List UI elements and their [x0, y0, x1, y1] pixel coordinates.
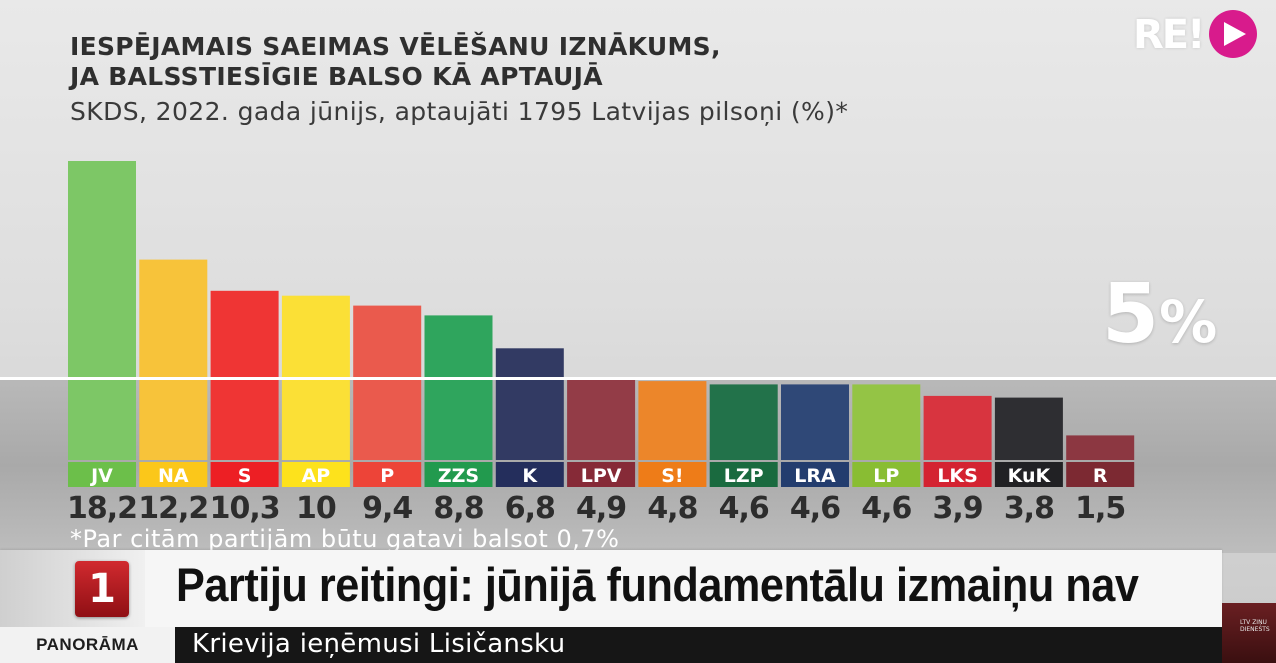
bar-jv [68, 161, 136, 460]
threshold-label: 5% [1102, 270, 1217, 367]
bar-s [210, 290, 279, 460]
chart-title: Iespējamais Saeimas vēlēšanu iznākums, j… [70, 32, 721, 92]
bar-na [139, 259, 208, 460]
value-label: 8,8 [433, 491, 483, 526]
category-label: R [1093, 465, 1108, 487]
channel-logo-re: RE! [1133, 10, 1258, 58]
logo-text: RE! [1133, 12, 1205, 58]
value-label: 4,6 [861, 491, 911, 526]
bar-p [353, 305, 422, 460]
category-label: LP [873, 465, 899, 487]
bar-kuk [994, 397, 1063, 460]
ltv-news-corner-logo: LTV ZIŅU DIENESTS [1222, 603, 1276, 663]
category-strip [709, 462, 778, 487]
threshold-line [0, 377, 1276, 380]
ticker-subline-bar [0, 627, 1222, 663]
value-label: 18,2 [67, 491, 137, 526]
category-strip [923, 462, 992, 487]
category-strip [994, 462, 1063, 487]
category-strip [638, 462, 707, 487]
chart-title-line-2: ja balsstiesīgie balso kā aptaujā [70, 62, 603, 91]
threshold-unit: % [1159, 288, 1218, 356]
ltv1-logo-text: 1 [88, 566, 116, 612]
ltv1-logo: 1 [75, 561, 129, 617]
value-label: 6,8 [505, 491, 555, 526]
value-label: 12,2 [138, 491, 208, 526]
value-label: 4,9 [576, 491, 626, 526]
category-strip [424, 462, 493, 487]
category-label: NA [158, 465, 189, 487]
category-label: LKS [937, 465, 978, 487]
threshold-number: 5 [1102, 267, 1160, 362]
category-strip [353, 462, 422, 487]
ticker-headline-bar [0, 550, 1222, 627]
ticker-subline: Krievija ieņēmusi Lisičansku [192, 629, 566, 659]
value-label: 3,9 [933, 491, 983, 526]
program-name: PANORĀMA [36, 635, 139, 654]
category-label: JV [89, 465, 113, 487]
category-strip [281, 462, 350, 487]
value-label: 9,4 [362, 491, 412, 526]
category-label: LPV [581, 465, 622, 487]
chart-title-line-1: Iespējamais Saeimas vēlēšanu iznākums, [70, 32, 721, 61]
category-strip [781, 462, 849, 487]
bar-r [1066, 435, 1135, 460]
ticker-headline: Partiju reitingi: jūnijā fundamentālu iz… [176, 558, 1139, 611]
category-label: ZZS [438, 465, 479, 487]
category-label: LZP [724, 465, 764, 487]
value-label: 4,8 [647, 491, 697, 526]
category-label: K [522, 465, 538, 487]
value-label: 4,6 [719, 491, 769, 526]
category-label: S [238, 465, 252, 487]
value-label: 4,6 [790, 491, 840, 526]
bar-lpv [567, 379, 636, 460]
category-label: P [380, 465, 394, 487]
category-label: S! [661, 465, 683, 487]
category-label: KuK [1008, 465, 1052, 487]
category-strip [210, 462, 279, 487]
corner-logo-text: LTV ZIŅU DIENESTS [1240, 619, 1270, 633]
category-strip [1066, 462, 1135, 487]
category-strip [852, 462, 921, 487]
category-strip [139, 462, 208, 487]
category-strip [68, 462, 136, 487]
bar-s-excl [638, 381, 707, 460]
value-label: 1,5 [1075, 491, 1125, 526]
value-label: 3,8 [1004, 491, 1054, 526]
value-label: 10 [296, 491, 336, 526]
bar-lzp [709, 384, 778, 460]
category-label: AP [302, 465, 331, 487]
bar-zzs [424, 315, 493, 460]
footnote: *Par citām partijām būtu gatavi balsot 0… [70, 525, 620, 553]
bar-k [495, 348, 564, 460]
category-strip [495, 462, 564, 487]
bar-lks [923, 395, 992, 460]
program-brand: PANORĀMA [0, 627, 175, 663]
play-icon [1209, 10, 1257, 58]
bar-lp [852, 384, 921, 460]
category-label: LRA [794, 465, 836, 487]
value-label: 10,3 [210, 491, 280, 526]
chart-subtitle: SKDS, 2022. gada jūnijs, aptaujāti 1795 … [70, 97, 849, 126]
category-strip [567, 462, 636, 487]
bar-lra [781, 384, 849, 460]
